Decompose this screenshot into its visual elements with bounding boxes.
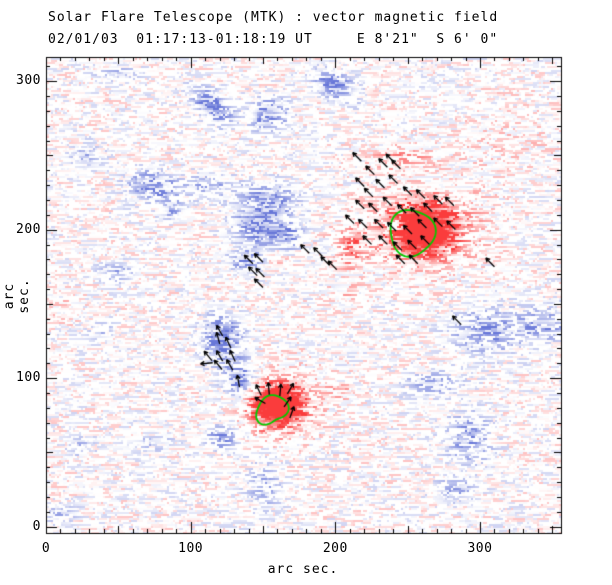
- x-axis-label: arc sec.: [267, 562, 339, 577]
- y-tick-label: 200: [16, 221, 41, 237]
- x-tick-label: 100: [178, 541, 204, 556]
- y-axis-label: arc sec.: [2, 278, 32, 314]
- plot-title: Solar Flare Telescope (MTK) : vector mag…: [48, 10, 499, 25]
- x-tick-label: 0: [41, 541, 51, 556]
- y-tick-label: 100: [16, 370, 41, 386]
- y-tick-label: 0: [32, 518, 41, 534]
- x-tick-label: 200: [322, 541, 348, 556]
- y-tick-label: 300: [16, 73, 41, 89]
- x-tick-label: 300: [467, 541, 493, 556]
- plot-subtitle: 02/01/03 01:17:13-01:18:19 UT E 8'21" S …: [48, 32, 499, 47]
